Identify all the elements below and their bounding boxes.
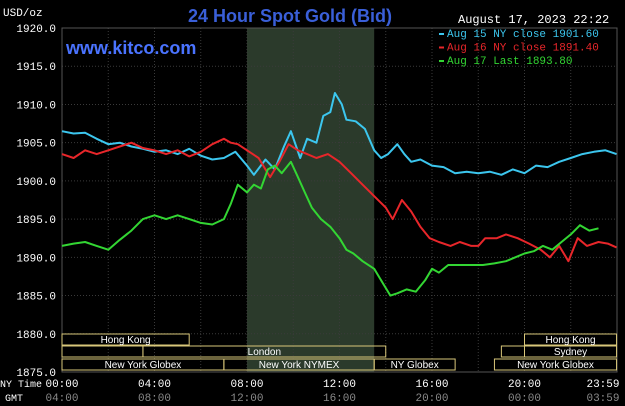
session-bar [524,333,618,346]
y-axis-unit: USD/oz [3,8,43,20]
ny-time-label: NY Time [0,379,42,391]
series-line-2 [61,137,617,263]
y-tick-label: 1900.0 [16,177,56,189]
x-tick-label-gmt: 00:00 [508,393,541,405]
x-tick-label-ny: 23:59 [586,379,619,391]
watermark-url: www.kitco.com [65,38,196,58]
x-tick-label-gmt: 04:00 [45,393,78,405]
x-tick-label-ny: 04:00 [138,379,171,391]
x-tick-label-gmt: 12:00 [230,393,263,405]
legend-entry: Aug 16 NY close 1891.40 [447,43,599,55]
x-tick-label-gmt: 20:00 [415,393,448,405]
session-label: New York Globex [105,360,182,371]
session-bar [61,333,190,346]
legend-swatch [439,46,444,49]
y-tick-label: 1890.0 [16,253,56,265]
legend-swatch [439,33,444,35]
y-tick-label: 1915.0 [16,62,56,74]
x-tick-label-gmt: 03:59 [586,393,619,405]
legend: Aug 15 NY close 1901.60 Aug 16 NY close 1… [439,29,599,68]
session-label: New York NYMEX [259,360,340,371]
y-tick-label: 1880.0 [16,330,56,342]
timestamp: August 17, 2023 22:22 [458,13,609,27]
session-label: Hong Kong [101,335,151,346]
series-line-1 [61,92,617,176]
x-tick-label-ny: 08:00 [230,379,263,391]
y-tick-label: 1895.0 [16,215,56,227]
plot-frame [61,27,618,373]
x-tick-label-gmt: 16:00 [323,393,356,405]
session-bar [493,358,618,371]
session-label: Hong Kong [545,335,595,346]
legend-entry: Aug 17 Last 1893.80 [447,56,572,68]
session-label: New York Globex [517,360,594,371]
session-bar [373,358,456,371]
x-tick-label-ny: 12:00 [323,379,356,391]
gmt-label: GMT [5,394,23,405]
x-tick-label-ny: 00:00 [45,379,78,391]
session-bar [142,345,387,358]
session-bar [524,345,618,358]
series-line-3 [61,160,599,297]
y-tick-label: 1910.0 [16,100,56,112]
x-tick-label-ny: 20:00 [508,379,541,391]
session-label: Sydney [554,347,587,358]
legend-swatch [439,60,444,62]
nymex-session-highlight [247,28,375,372]
x-tick-label-ny: 16:00 [415,379,448,391]
y-tick-label: 1875.0 [16,368,56,380]
x-tick-label-gmt: 08:00 [138,393,171,405]
y-tick-label: 1885.0 [16,292,56,304]
session-label: London [248,347,281,358]
y-tick-label: 1905.0 [16,139,56,151]
session-label: NY Globex [391,360,439,371]
y-tick-label: 1920.0 [16,24,56,36]
legend-entry: Aug 15 NY close 1901.60 [447,29,599,41]
chart-title: 24 Hour Spot Gold (Bid) [188,6,392,26]
